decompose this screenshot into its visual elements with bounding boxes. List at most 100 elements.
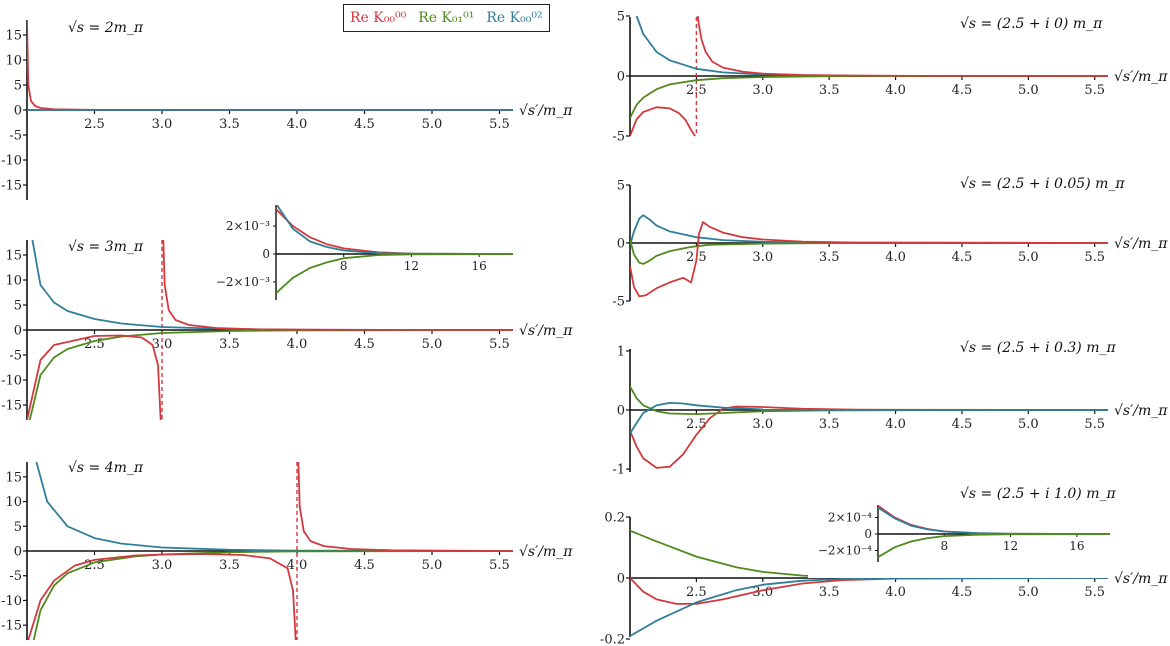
x-tick-label: 5.5 — [1084, 83, 1105, 98]
x-tick-label: 4.0 — [885, 417, 906, 432]
panel-annotation: √s = (2.5 + i 1.0) m_π — [960, 486, 1116, 502]
x-axis-label: √s′/m_π — [1114, 69, 1168, 85]
panel-7-series-blue-2 — [630, 577, 1108, 637]
y-tick-label: 5 — [14, 79, 22, 94]
x-tick-label: 4.0 — [885, 250, 906, 265]
x-tick-label: 4.5 — [952, 585, 973, 600]
y-tick-label: 1 — [617, 344, 625, 359]
inset-x-tick-label: 16 — [1069, 539, 1084, 553]
y-tick-label: 0 — [617, 70, 625, 85]
x-tick-label: 5.0 — [422, 117, 443, 132]
panel-3-series-blue-0 — [35, 461, 513, 552]
x-tick-label: 5.5 — [1084, 585, 1105, 600]
inset-2-series-green-2 — [276, 253, 513, 294]
y-tick-label: 5 — [14, 520, 22, 535]
y-tick-label: -15 — [1, 619, 22, 634]
panel-annotation: √s = 2m_π — [68, 20, 144, 36]
x-tick-label: 3.5 — [219, 337, 240, 352]
x-tick-label: 3.5 — [819, 250, 840, 265]
panel-1: 15 10 5 0 -5 -10 -15 2.5 3.0 3.5 4.0 4.5 5.0 5.5 √s′/m… — [1, 19, 573, 200]
x-tick-label: 3.0 — [152, 337, 173, 352]
y-tick-label: 0 — [617, 572, 625, 587]
inset-7-series-green-2 — [878, 533, 1110, 558]
x-tick-label: 4.5 — [354, 337, 375, 352]
panel-5-series-red-2 — [630, 221, 1108, 298]
x-axis-label: √s′/m_π — [519, 544, 573, 560]
x-tick-label: 3.0 — [752, 83, 773, 98]
panel-4-series-red-3 — [696, 15, 1108, 77]
panel-5-series-blue-0 — [630, 214, 1108, 246]
inset-y-tick-label: 0 — [864, 527, 872, 541]
x-axis-label: √s′/m_π — [519, 103, 573, 119]
y-tick-label: -5 — [612, 130, 625, 145]
panel-3-series-red-2 — [27, 553, 297, 641]
panel-6: 10-12.5 3.0 3.5 4.0 4.5 5.0 5.5√s′/m_π√s = (2.… — [612, 340, 1168, 478]
y-tick-label: 10 — [5, 495, 22, 510]
y-tick-label: -15 — [1, 399, 22, 414]
panel-3-series-green-1 — [32, 550, 513, 641]
panel-4: 50-52.5 3.0 3.5 4.0 4.5 5.0 5.5√s′/m_π√s = (2.… — [612, 10, 1168, 145]
legend-item-blue: Re K₀₀⁰² — [486, 10, 543, 26]
x-axis-label: √s′/m_π — [519, 323, 573, 339]
y-tick-label: -0.2 — [600, 633, 625, 646]
x-tick-label: 5.0 — [422, 558, 443, 573]
y-tick-label: -5 — [9, 349, 22, 364]
panel-2-series-red-3 — [162, 239, 513, 331]
x-tick-label: 4.0 — [287, 558, 308, 573]
inset-y-tick-label: 2×10⁻⁴ — [828, 510, 872, 524]
y-tick-label: -15 — [1, 179, 22, 194]
x-tick-label: 4.0 — [287, 337, 308, 352]
x-tick-label: 3.0 — [152, 117, 173, 132]
legend-item-green: Re K₀₁⁰¹ — [418, 10, 475, 26]
inset-y-tick-label: 0 — [262, 247, 270, 261]
x-tick-label: 5.5 — [1084, 250, 1105, 265]
panel-7: 0.20-0.22.5 3.0 3.5 4.0 4.5 5.0 5.5√s′/m_π√s =… — [600, 486, 1168, 646]
y-tick-label: 0 — [617, 237, 625, 252]
x-tick-label: 3.5 — [819, 585, 840, 600]
panel-annotation: √s = (2.5 + i 0.05) m_π — [960, 176, 1125, 192]
x-tick-label: 4.5 — [354, 117, 375, 132]
panel-annotation: √s = 4m_π — [68, 460, 144, 476]
y-tick-label: 15 — [5, 249, 22, 264]
x-tick-label: 4.5 — [952, 83, 973, 98]
x-tick-label: 2.5 — [686, 585, 707, 600]
x-tick-label: 5.0 — [1018, 585, 1039, 600]
x-axis-label: √s′/m_π — [1114, 571, 1168, 587]
y-tick-label: -10 — [1, 594, 22, 609]
y-tick-label: 15 — [5, 29, 22, 44]
panel-annotation: √s = (2.5 + i 0.3) m_π — [960, 340, 1116, 356]
x-tick-label: 3.5 — [819, 417, 840, 432]
panel-6-series-green-1 — [630, 385, 1108, 415]
panel-2-series-red-2 — [27, 334, 162, 421]
y-tick-label: 15 — [5, 470, 22, 485]
x-tick-label: 4.5 — [952, 417, 973, 432]
x-tick-label: 3.5 — [819, 83, 840, 98]
x-tick-label: 3.0 — [752, 250, 773, 265]
panel-4-series-red-2 — [630, 106, 696, 137]
panel-annotation: √s = 3m_π — [68, 239, 144, 255]
x-tick-label: 3.0 — [152, 558, 173, 573]
y-tick-label: 10 — [5, 54, 22, 69]
x-tick-label: 5.0 — [1018, 417, 1039, 432]
y-tick-label: -5 — [9, 129, 22, 144]
y-tick-label: -10 — [1, 154, 22, 169]
x-tick-label: 5.5 — [489, 117, 510, 132]
x-tick-label: 4.0 — [287, 117, 308, 132]
x-tick-label: 2.5 — [84, 117, 105, 132]
inset-2: 2×10⁻³ 0 −2×10⁻³ 8 12 16 — [206, 203, 515, 316]
x-tick-label: 4.5 — [952, 250, 973, 265]
inset-y-tick-label: −2×10⁻³ — [216, 275, 270, 289]
panel-5: 50-52.5 3.0 3.5 4.0 4.5 5.0 5.5√s′/m_π√s = (2.… — [612, 176, 1168, 310]
panel-2-series-green-1 — [28, 329, 513, 421]
panel-6-series-red-0 — [630, 405, 1108, 469]
inset-background — [808, 503, 1112, 578]
y-tick-label: 0 — [14, 545, 22, 560]
x-tick-label: 5.5 — [1084, 417, 1105, 432]
x-tick-label: 5.0 — [1018, 83, 1039, 98]
legend: Re K₀₀⁰⁰ Re K₀₁⁰¹ Re K₀₀⁰² — [343, 4, 550, 32]
x-tick-label: 4.0 — [885, 83, 906, 98]
x-tick-label: 5.0 — [1018, 250, 1039, 265]
x-tick-label: 5.0 — [422, 337, 443, 352]
x-axis-label: √s′/m_π — [1114, 236, 1168, 252]
